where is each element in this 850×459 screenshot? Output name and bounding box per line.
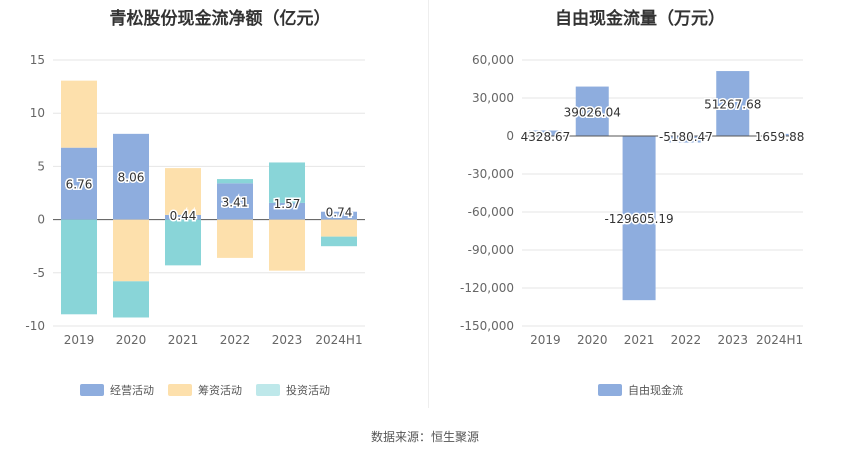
right-x-tick-label: 2020 bbox=[577, 333, 608, 347]
right-y-tick-label: 60,000 bbox=[472, 53, 514, 67]
left-data-label: 3.41 bbox=[222, 195, 249, 209]
left-data-label: 6.76 bbox=[66, 178, 93, 192]
left-data-label: 0.74 bbox=[326, 206, 353, 220]
right-x-tick-label: 2019 bbox=[530, 333, 561, 347]
left-bar-1 bbox=[269, 202, 305, 220]
left-bar-2 bbox=[321, 219, 357, 237]
left-bar-2 bbox=[61, 80, 97, 148]
left-data-label: 8.06 bbox=[118, 171, 145, 185]
left-legend-label: 筹资活动 bbox=[198, 383, 242, 397]
right-y-tick-label: -150,000 bbox=[460, 319, 514, 333]
left-bar-1 bbox=[61, 147, 97, 220]
left-y-tick-label: 15 bbox=[30, 53, 45, 67]
right-data-label: 4328.67 bbox=[521, 130, 571, 144]
right-y-tick-label: -90,000 bbox=[468, 243, 514, 257]
left-y-tick-label: 0 bbox=[37, 213, 45, 227]
left-bar-1 bbox=[217, 183, 253, 220]
right-bar bbox=[716, 71, 750, 136]
right-x-tick-label: 2022 bbox=[671, 333, 702, 347]
left-chart-title: 青松股份现金流净额（亿元） bbox=[109, 9, 331, 29]
left-y-tick-label: -10 bbox=[25, 319, 45, 333]
right-y-tick-label: -120,000 bbox=[460, 281, 514, 295]
left-x-tick-label: 2023 bbox=[272, 333, 303, 347]
left-bar-3 bbox=[269, 162, 305, 203]
right-bar bbox=[763, 133, 797, 136]
left-y-tick-label: 5 bbox=[37, 159, 45, 173]
left-bar-2 bbox=[269, 219, 305, 271]
chart-divider bbox=[428, 0, 429, 408]
right-y-tick-label: 30,000 bbox=[472, 91, 514, 105]
left-bar-3 bbox=[217, 179, 253, 184]
right-legend-label: 自由现金流 bbox=[628, 383, 683, 397]
left-bar-2 bbox=[217, 219, 253, 258]
left-bar-3 bbox=[165, 219, 201, 266]
right-chart-title: 自由现金流量（万元） bbox=[555, 9, 725, 29]
left-legend-label: 投资活动 bbox=[286, 383, 330, 397]
left-bar-3 bbox=[61, 219, 97, 315]
left-bar-3 bbox=[321, 236, 357, 247]
right-data-label: 51267.68 bbox=[704, 98, 761, 112]
right-y-tick-label: 0 bbox=[506, 129, 514, 143]
left-legend-swatch bbox=[168, 384, 192, 396]
left-bar-1 bbox=[113, 133, 149, 220]
left-bar-1 bbox=[321, 211, 357, 220]
right-x-tick-label: 2024H1 bbox=[756, 333, 803, 347]
right-data-label: 1659.88 bbox=[755, 130, 805, 144]
left-x-tick-label: 2021 bbox=[168, 333, 199, 347]
right-x-tick-label: 2021 bbox=[624, 333, 655, 347]
left-y-tick-label: 10 bbox=[30, 106, 45, 120]
right-y-tick-label: -30,000 bbox=[468, 167, 514, 181]
right-x-tick-label: 2023 bbox=[717, 333, 748, 347]
left-legend-swatch bbox=[80, 384, 104, 396]
left-bar-2 bbox=[165, 168, 201, 215]
right-bar bbox=[528, 130, 562, 136]
right-y-tick-label: -60,000 bbox=[468, 205, 514, 219]
left-x-tick-label: 2019 bbox=[64, 333, 95, 347]
right-bar bbox=[622, 136, 656, 301]
left-data-label: 0.44 bbox=[170, 209, 197, 223]
right-data-label: -129605.19 bbox=[604, 212, 673, 226]
right-data-label: 39026.04 bbox=[564, 105, 621, 119]
left-data-label: 1.57 bbox=[274, 197, 301, 211]
right-legend-swatch bbox=[598, 384, 622, 396]
charts-canvas: -10 -5 0 5 10 15 2019 2020 2021 2022 2023 2024H1 6.7… bbox=[25, 53, 806, 397]
data-source-note: 数据来源：恒生聚源 bbox=[370, 430, 479, 444]
right-bar bbox=[575, 86, 609, 136]
left-y-tick-label: -5 bbox=[33, 266, 45, 280]
left-x-tick-label: 2024H1 bbox=[315, 333, 362, 347]
left-legend-swatch bbox=[256, 384, 280, 396]
left-x-tick-label: 2020 bbox=[116, 333, 147, 347]
left-bar-2 bbox=[113, 219, 149, 282]
right-data-label: -5180.47 bbox=[659, 130, 713, 144]
right-bar bbox=[669, 136, 703, 143]
left-legend-label: 经营活动 bbox=[110, 383, 154, 397]
left-bar-1 bbox=[165, 214, 201, 220]
left-x-tick-label: 2022 bbox=[220, 333, 251, 347]
left-bar-3 bbox=[113, 281, 149, 318]
